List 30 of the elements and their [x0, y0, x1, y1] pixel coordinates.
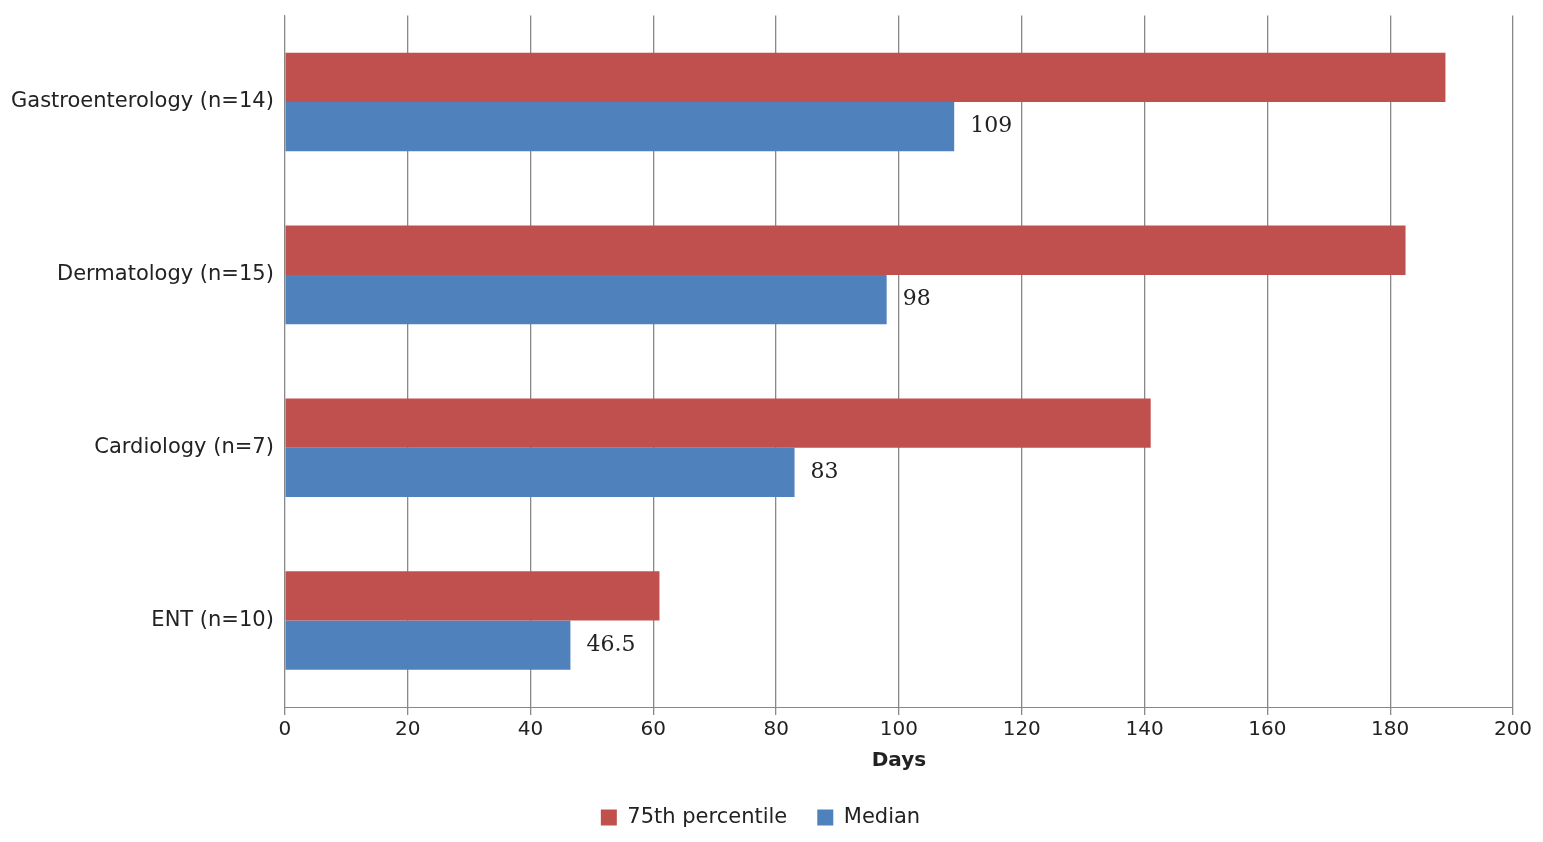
y-tick-label: ENT (n=10) [151, 607, 274, 632]
x-tick-label: 0 [278, 716, 292, 741]
bar [285, 620, 571, 670]
x-tick-label: 120 [1002, 716, 1041, 741]
bar [285, 225, 1406, 275]
data-label: 83 [810, 458, 839, 484]
bar [285, 274, 887, 325]
bar [285, 571, 660, 621]
legend-label: Median [843, 803, 921, 828]
x-tick-label: 60 [640, 716, 667, 741]
legend-label: 75th percentile [627, 803, 788, 828]
bar [285, 398, 1151, 448]
y-tick-label: Dermatology (n=15) [56, 261, 274, 286]
data-label: 46.5 [586, 630, 636, 656]
y-tick-label: Gastroenterology (n=14) [10, 88, 274, 113]
x-axis-title: Days [871, 747, 927, 772]
data-label: 98 [902, 285, 931, 311]
x-tick-label: 160 [1248, 716, 1287, 741]
y-tick-label: Cardiology (n=7) [94, 434, 274, 459]
bar [285, 447, 795, 497]
data-label: 109 [970, 112, 1013, 138]
bar [285, 102, 955, 152]
bar [285, 52, 1446, 103]
x-tick-label: 20 [394, 716, 421, 741]
x-tick-label: 140 [1125, 716, 1164, 741]
x-tick-label: 200 [1493, 716, 1533, 741]
x-tick-label: 100 [879, 716, 919, 741]
x-tick-label: 80 [763, 716, 789, 741]
x-tick-label: 180 [1371, 716, 1410, 741]
x-tick-label: 40 [517, 716, 544, 741]
